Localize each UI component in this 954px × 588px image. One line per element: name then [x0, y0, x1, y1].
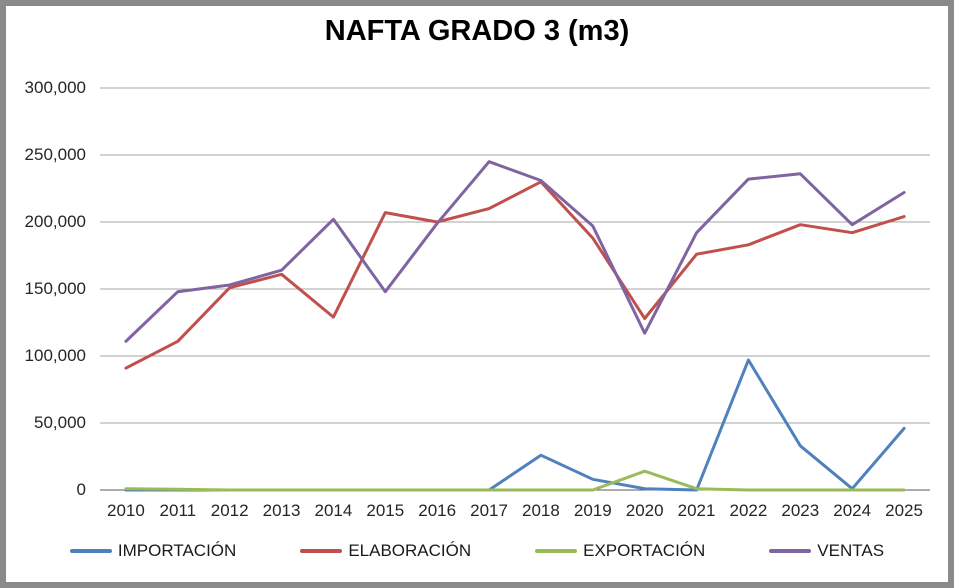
- x-axis-label: 2014: [314, 501, 353, 520]
- x-axis-label: 2016: [418, 501, 457, 520]
- legend-line-swatch-importacion: [69, 549, 112, 553]
- chart-title: NAFTA GRADO 3 (m3): [324, 15, 630, 47]
- x-axis-label: 2015: [366, 501, 405, 520]
- legend-item-ventas: VENTAS: [769, 541, 884, 561]
- series-line-ventas: [124, 160, 906, 343]
- x-axis-label: 2021: [677, 501, 716, 520]
- x-axis-label: 2011: [159, 501, 197, 520]
- legend-label-importacion: IMPORTACIÓN: [117, 541, 237, 560]
- x-axis-label: 2010: [107, 501, 145, 520]
- series-line-elaboracion: [124, 180, 906, 370]
- series-line-exportacion: [124, 469, 906, 492]
- x-axis-label: 2025: [885, 501, 923, 520]
- y-axis-label: 0: [76, 480, 86, 499]
- y-axis-label: 300,000: [24, 78, 86, 97]
- x-axis-label: 2024: [833, 501, 872, 520]
- legend-line-swatch-ventas: [769, 549, 812, 553]
- legend-line-swatch-elaboracion: [300, 549, 343, 553]
- x-axis-label: 2019: [573, 501, 612, 520]
- y-axis-label: 100,000: [24, 346, 86, 365]
- legend-label-elaboracion: ELABORACIÓN: [348, 541, 472, 560]
- x-axis-label: 2017: [470, 501, 508, 520]
- x-axis-label: 2023: [781, 501, 820, 520]
- y-axis-label: 250,000: [24, 145, 86, 164]
- legend-item-exportacion: EXPORTACIÓN: [535, 541, 705, 561]
- legend-item-elaboracion: ELABORACIÓN: [300, 541, 471, 561]
- x-axis-label: 2018: [522, 501, 560, 520]
- legend-label-ventas: VENTAS: [817, 541, 885, 560]
- y-axis-label: 50,000: [34, 413, 86, 432]
- x-axis-label: 2013: [262, 501, 301, 520]
- series-line-importacion: [124, 358, 906, 492]
- legend-item-importacion: IMPORTACIÓN: [69, 541, 237, 561]
- x-axis-label: 2012: [210, 501, 249, 520]
- chart-legend: IMPORTACIÓN ELABORACIÓN EXPORTACIÓN VENTAS: [0, 541, 954, 561]
- y-axis-label: 150,000: [24, 279, 86, 298]
- legend-label-exportacion: EXPORTACIÓN: [583, 541, 706, 560]
- x-axis-label: 2022: [729, 501, 768, 520]
- y-axis-label: 200,000: [24, 212, 86, 231]
- legend-line-swatch-exportacion: [535, 549, 578, 553]
- x-axis-label: 2020: [625, 501, 664, 520]
